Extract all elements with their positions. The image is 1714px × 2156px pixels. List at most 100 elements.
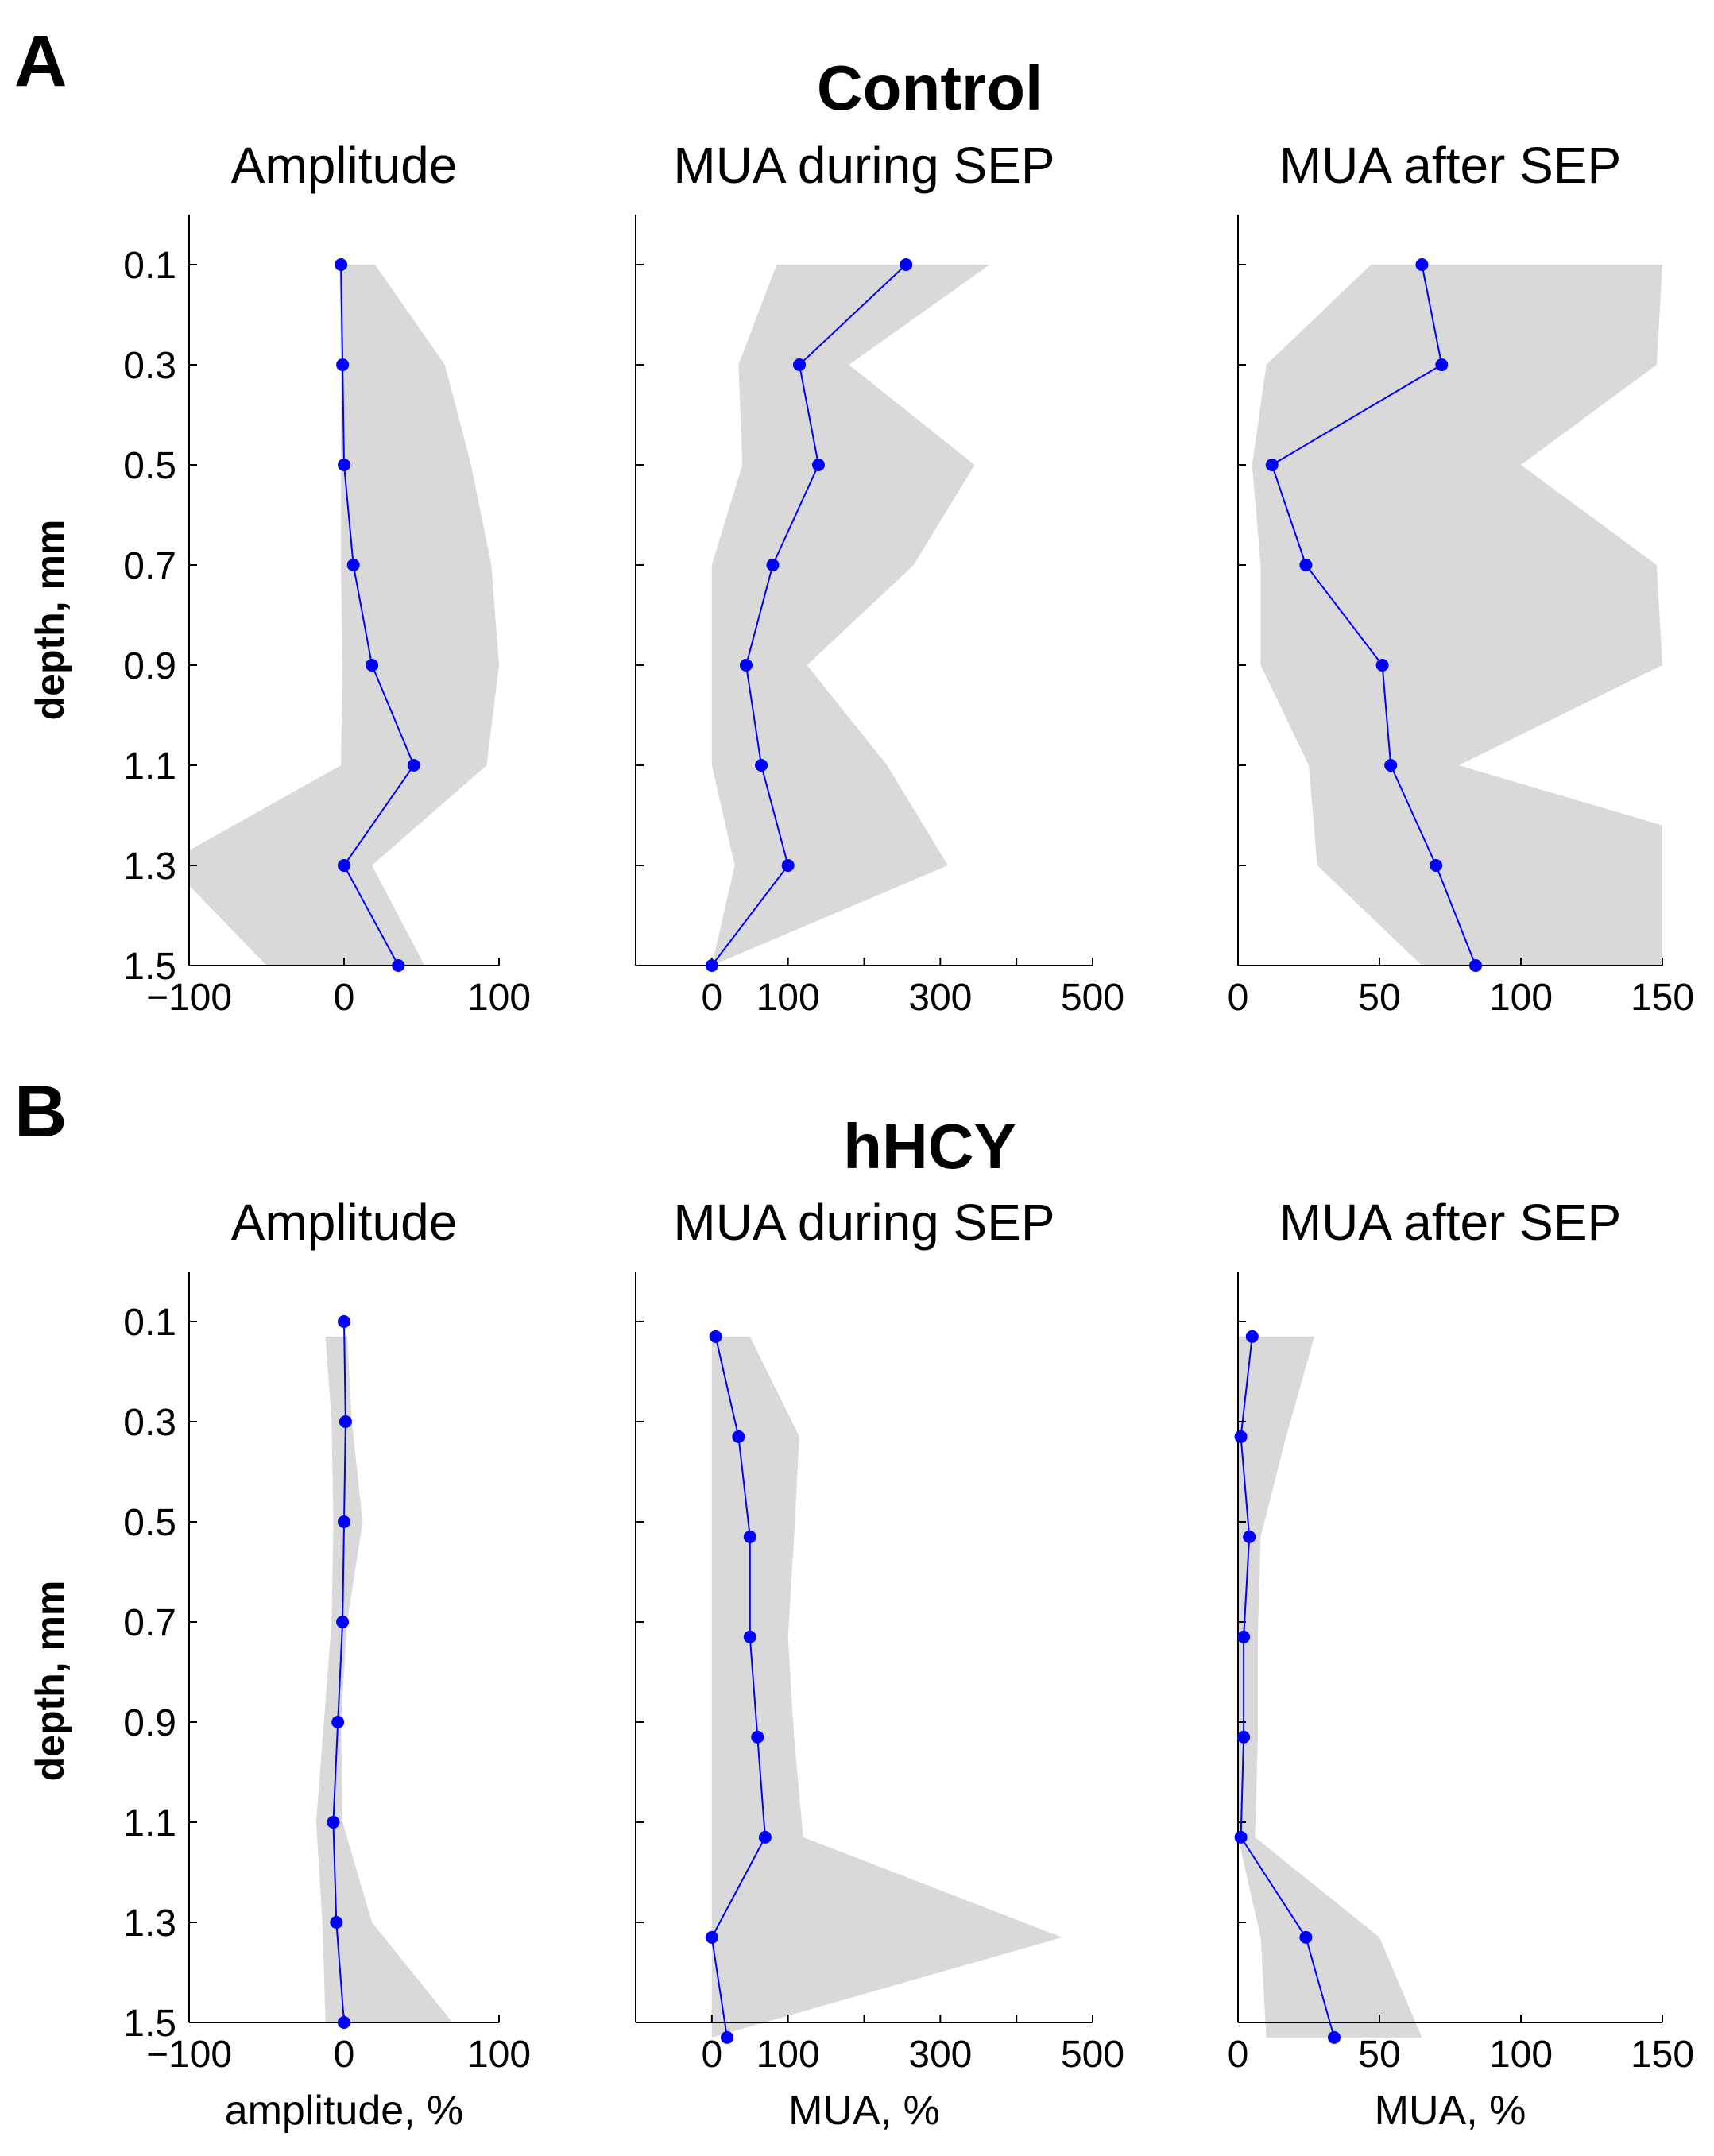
chart-a-3-point-0	[1415, 258, 1429, 271]
chart-a-1-point-0	[335, 258, 348, 271]
chart-a-2-point-5	[755, 759, 768, 772]
chart-a-3-xtick-label: 100	[1489, 977, 1553, 1019]
chart-a-2-xtick-label: 300	[908, 977, 972, 1019]
chart-b-3: 0 50 100 150 MUA after SEP MUA, %	[1228, 1194, 1694, 2134]
chart-b-3-point-0	[1245, 1330, 1259, 1343]
chart-b-2-series-line	[710, 1336, 766, 2038]
chart-b-2-xtick-label: 500	[1061, 2034, 1124, 2076]
chart-a-3-point-5	[1384, 759, 1398, 772]
chart-a-2-title: MUA during SEP	[673, 137, 1054, 194]
chart-b-3-band	[1238, 1336, 1422, 2038]
chart-a-2-band	[711, 265, 990, 966]
chart-b-3-point-5	[1234, 1830, 1248, 1844]
chart-b-1-ytick-label: 0.3	[123, 1402, 176, 1444]
chart-b-3-title: MUA after SEP	[1279, 1194, 1621, 1251]
chart-b-3-xtick-label: 100	[1489, 2034, 1553, 2076]
figure-annotations: A Control B hHCY depth, mm depth, mm	[14, 21, 1043, 1781]
chart-b-1-point-1	[339, 1415, 352, 1428]
chart-a-1-ytick-label: 0.3	[123, 345, 176, 387]
group-title-hhcy: hHCY	[843, 1111, 1016, 1182]
chart-b-1-ytick-label: 0.7	[123, 1602, 176, 1644]
subplots: 0.10.30.50.70.91.11.31.5−100 0 100Amplitud…	[123, 137, 1694, 2134]
panel-letter-b: B	[14, 1071, 67, 1152]
chart-a-1: 0.1 0.3 0.5 0.7 0.9 1.1 1.3 1.5−100 0 100 Amplitud…	[123, 137, 531, 1019]
chart-a-2-point-3	[766, 559, 780, 571]
chart-a-1-series-line	[340, 264, 415, 966]
chart-b-3-point-6	[1299, 1930, 1313, 1944]
chart-b-1-ytick-label: 1.1	[123, 1802, 176, 1844]
chart-b-2-xtick-label: 100	[756, 2034, 820, 2076]
chart-b-1-point-0	[338, 1315, 350, 1328]
chart-b-2-xlabel: MUA, %	[788, 2088, 940, 2134]
chart-a-2-point-6	[781, 859, 795, 872]
chart-a-3-point-4	[1375, 659, 1389, 672]
chart-a-3: 0 50 100 150 MUA after SEP	[1228, 137, 1694, 1019]
chart-b-1-ytick-label: 0.1	[123, 1302, 176, 1344]
chart-b-3-point-7	[1328, 2030, 1341, 2044]
group-title-control: Control	[817, 52, 1043, 123]
chart-a-1-ytick-label: 1.5	[123, 946, 176, 988]
panel-letter-a: A	[14, 21, 67, 102]
y-axis-label-b: depth, mm	[28, 1581, 72, 1782]
chart-b-2-point-6	[705, 1930, 718, 1944]
chart-a-1-point-1	[336, 358, 350, 371]
chart-b-3-point-3	[1237, 1630, 1251, 1643]
chart-b-1-series-line	[332, 1321, 346, 2023]
y-axis-label-a: depth, mm	[28, 520, 72, 721]
chart-b-2-point-2	[743, 1530, 756, 1543]
chart-b-3-xtick-label: 50	[1358, 2034, 1400, 2076]
chart-a-1-title: Amplitude	[231, 137, 458, 194]
chart-b-2-point-4	[751, 1730, 764, 1744]
chart-a-2-xtick-label: 500	[1061, 977, 1124, 1019]
chart-a-2-xtick-label: 0	[701, 977, 722, 1019]
chart-a-3-xtick-label: 50	[1358, 977, 1400, 1019]
chart-a-3-xtick-label: 0	[1228, 977, 1249, 1019]
chart-b-2-point-7	[721, 2030, 733, 2044]
chart-b-1-ytick-label: 0.9	[123, 1702, 176, 1744]
chart-a-1-ytick-label: 1.3	[123, 846, 176, 888]
chart-b-2-xtick-label: 300	[908, 2034, 972, 2076]
chart-b-1-point-3	[336, 1616, 350, 1628]
chart-a-3-band	[1252, 265, 1662, 966]
chart-b-2-point-3	[743, 1630, 756, 1643]
chart-b-1-ytick-label: 0.5	[123, 1502, 176, 1544]
chart-a-2-point-4	[740, 659, 753, 672]
chart-b-1-xtick-label: −100	[146, 2034, 232, 2076]
chart-b-3-point-2	[1243, 1530, 1256, 1543]
chart-a-3-title: MUA after SEP	[1279, 137, 1621, 194]
chart-b-2-point-5	[758, 1830, 772, 1844]
chart-a-3-point-1	[1435, 358, 1449, 371]
chart-b-1: 0.1 0.3 0.5 0.7 0.9 1.1 1.3 1.5−100 0 100 Amplitud…	[123, 1194, 531, 2134]
chart-b-1-xlabel: amplitude, %	[225, 2088, 464, 2134]
chart-b-2-point-0	[709, 1330, 722, 1343]
chart-a-2-point-2	[812, 459, 825, 471]
chart-b-2-title: MUA during SEP	[673, 1194, 1054, 1251]
chart-b-2-band	[711, 1336, 1062, 2038]
chart-a-3-point-6	[1430, 859, 1443, 872]
chart-b-3-series-line	[1240, 1336, 1335, 2038]
chart-b-3-point-4	[1237, 1730, 1251, 1744]
chart-a-3-series-line	[1271, 264, 1476, 966]
chart-a-1-xtick-label: 100	[467, 977, 531, 1019]
chart-b-1-xtick-label: 100	[467, 2034, 531, 2076]
chart-a-1-ytick-label: 0.9	[123, 645, 176, 687]
chart-a-3-xtick-label: 150	[1631, 977, 1694, 1019]
chart-b-2-point-1	[732, 1430, 745, 1443]
chart-a-1-ytick-label: 0.7	[123, 545, 176, 587]
chart-a-2: 0 100 300 500 MUA during SEP	[635, 137, 1124, 1019]
chart-b-2-xtick-label: 0	[701, 2034, 722, 2076]
chart-b-3-xtick-label: 150	[1631, 2034, 1694, 2076]
chart-b-3-point-1	[1234, 1430, 1248, 1443]
chart-a-3-point-3	[1299, 559, 1313, 571]
chart-b-1-point-6	[330, 1916, 343, 1929]
chart-a-1-xtick-label: −100	[146, 977, 232, 1019]
chart-a-1-point-6	[338, 859, 350, 872]
chart-b-1-point-7	[338, 2016, 350, 2029]
chart-a-1-ytick-label: 0.1	[123, 245, 176, 287]
chart-b-3-xlabel: MUA, %	[1375, 2088, 1526, 2134]
chart-a-1-point-3	[346, 559, 360, 571]
chart-b-2: 0 100 300 500 MUA during SEP MUA, %	[635, 1194, 1124, 2134]
chart-a-1-point-4	[366, 659, 379, 672]
chart-b-1-point-5	[327, 1816, 340, 1829]
